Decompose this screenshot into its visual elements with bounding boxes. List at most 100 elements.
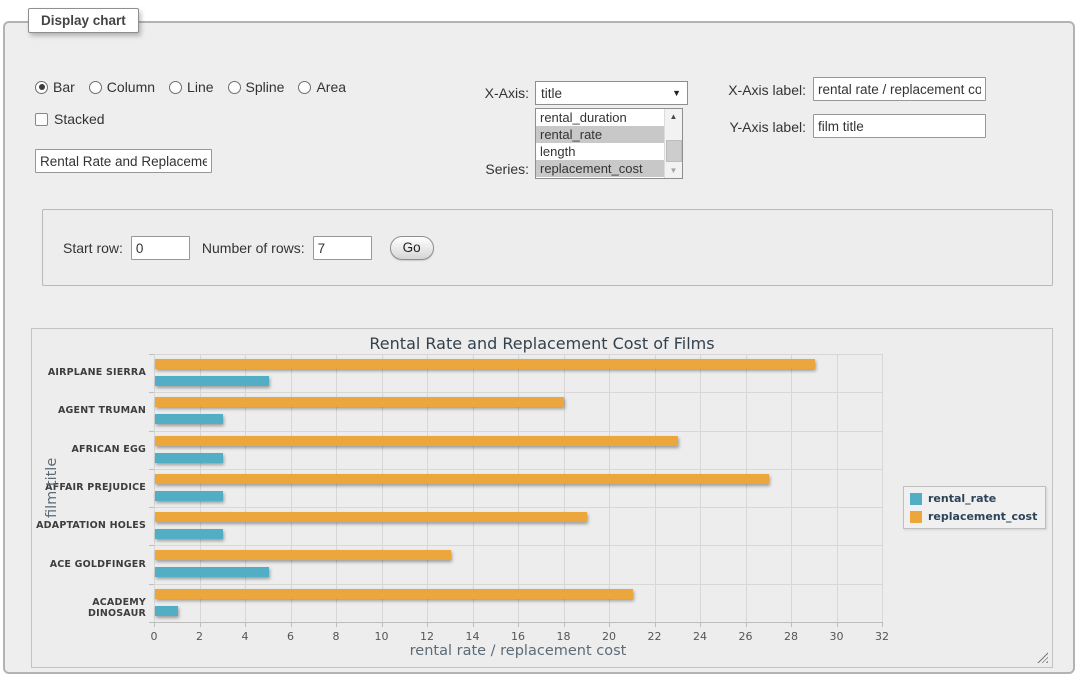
radio-icon[interactable] <box>35 80 48 94</box>
gridline <box>154 507 882 509</box>
row-controls: Start row: Number of rows: Go <box>63 236 434 260</box>
bar-rental_rate[interactable] <box>155 452 224 463</box>
x-tick-label: 14 <box>465 630 480 643</box>
category-label: ACE GOLDFINGER <box>49 558 146 570</box>
chart-title-input[interactable] <box>35 149 212 173</box>
bar-replacement_cost[interactable] <box>155 435 679 446</box>
gridline <box>609 354 610 622</box>
gridline <box>154 354 155 622</box>
x-tick-mark <box>154 622 155 627</box>
x-tick-label: 28 <box>784 630 798 643</box>
x-tick-mark <box>199 622 201 627</box>
legend-label: replacement_cost <box>928 510 1038 523</box>
series-option-replacement_cost[interactable]: replacement_cost <box>536 160 664 177</box>
bar-replacement_cost[interactable] <box>155 359 815 369</box>
chart-type-option-area[interactable]: Area <box>298 79 346 95</box>
x-tick-mark <box>654 622 656 627</box>
gridline <box>154 430 882 432</box>
legend-swatch-icon <box>910 492 922 505</box>
gridline <box>199 354 201 622</box>
chart-resize-handle[interactable] <box>1037 652 1048 663</box>
radio-icon[interactable] <box>88 80 102 94</box>
y-axis-label-input[interactable] <box>813 114 986 138</box>
x-tick-label: 24 <box>693 630 707 643</box>
x-tick-mark <box>290 622 292 627</box>
row-controls-panel: Start row: Number of rows: Go <box>42 209 1053 286</box>
radio-label: Column <box>106 79 156 95</box>
x-tick-label: 2 <box>196 630 203 643</box>
gridline <box>791 354 792 622</box>
y-tick-mark <box>149 507 154 509</box>
series-option-length[interactable]: length <box>540 144 576 159</box>
series-scrollbar[interactable]: ▲ ▼ <box>664 109 682 178</box>
x-tick-mark <box>882 622 883 627</box>
x-axis-label-label: X-Axis label: <box>728 82 806 98</box>
radio-label: Line <box>187 79 214 95</box>
bar-replacement_cost[interactable] <box>155 588 633 599</box>
x-axis-select[interactable]: title ▼ <box>535 81 688 105</box>
gridline <box>427 354 428 622</box>
x-tick-mark <box>836 622 838 627</box>
start-row-input[interactable] <box>130 236 190 260</box>
x-tick-mark <box>609 622 610 627</box>
category-label: AGENT TRUMAN <box>57 405 146 417</box>
gridline <box>381 354 383 622</box>
chart-type-radios: Bar Column Line Spline Area <box>35 79 354 95</box>
series-option-rental_rate[interactable]: rental_rate <box>536 126 664 143</box>
radio-label: Spline <box>245 79 285 95</box>
category-label: AFRICAN EGG <box>71 443 146 455</box>
bar-rental_rate[interactable] <box>155 605 178 616</box>
gridline <box>654 354 656 622</box>
x-tick-label: 32 <box>875 630 889 643</box>
x-tick-label: 6 <box>287 630 294 643</box>
y-tick-mark <box>149 468 154 470</box>
gridline <box>836 354 838 622</box>
chart-type-option-bar[interactable]: Bar <box>35 79 75 95</box>
x-tick-label: 8 <box>332 630 340 643</box>
series-option-rental_duration[interactable]: rental_duration <box>540 110 627 125</box>
bar-rental_rate[interactable] <box>155 376 269 386</box>
chart-type-option-line[interactable]: Line <box>169 79 214 95</box>
gridline <box>245 354 246 622</box>
chart-type-option-spline[interactable]: Spline <box>227 79 285 95</box>
num-rows-input[interactable] <box>312 236 372 260</box>
chart-panel: Rental Rate and Replacement Cost of Film… <box>31 328 1053 668</box>
x-tick-mark <box>791 622 792 627</box>
radio-icon[interactable] <box>227 80 241 94</box>
bar-replacement_cost[interactable] <box>155 550 451 561</box>
y-axis-label-label: Y-Axis label: <box>729 119 806 135</box>
bar-rental_rate[interactable] <box>155 414 224 425</box>
x-tick-mark <box>245 622 246 627</box>
bar-rental_rate[interactable] <box>155 529 224 540</box>
legend-swatch-icon <box>910 510 922 523</box>
bar-rental_rate[interactable] <box>155 567 269 578</box>
scroll-down-icon[interactable]: ▼ <box>665 163 682 178</box>
x-tick-mark <box>472 622 474 627</box>
scroll-up-icon[interactable]: ▲ <box>665 109 682 124</box>
gridline <box>882 354 883 622</box>
bar-replacement_cost[interactable] <box>155 397 565 408</box>
bar-rental_rate[interactable] <box>155 490 224 501</box>
scrollbar-thumb[interactable] <box>666 140 682 162</box>
stacked-checkbox[interactable] <box>35 112 48 126</box>
radio-icon[interactable] <box>298 80 312 94</box>
bar-replacement_cost[interactable] <box>155 512 588 523</box>
chart-type-option-column[interactable]: Column <box>88 79 156 95</box>
x-tick-label: 22 <box>647 630 662 643</box>
series-listbox[interactable]: rental_duration rental_rate length replacem… <box>535 108 683 179</box>
gridline <box>154 583 882 585</box>
start-row-label: Start row: <box>63 240 123 256</box>
gridline <box>563 354 565 622</box>
radio-icon[interactable] <box>169 80 183 94</box>
bar-replacement_cost[interactable] <box>155 473 770 484</box>
x-axis-label-input[interactable] <box>813 77 986 101</box>
legend-item-replacement_cost[interactable]: replacement_cost <box>910 510 1037 523</box>
x-tick-mark <box>563 622 565 627</box>
chart-title: Rental Rate and Replacement Cost of Film… <box>369 334 715 353</box>
stacked-label: Stacked <box>54 111 105 127</box>
legend-item-rental_rate[interactable]: rental_rate <box>910 492 1037 505</box>
go-button[interactable]: Go <box>389 236 434 260</box>
num-rows-label: Number of rows: <box>201 240 305 256</box>
radio-label: Area <box>316 79 347 95</box>
x-tick-label: 18 <box>556 630 571 643</box>
